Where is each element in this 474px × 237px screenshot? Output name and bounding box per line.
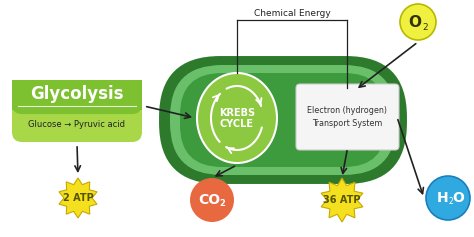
Text: Glycolysis: Glycolysis	[30, 85, 124, 103]
Ellipse shape	[197, 73, 277, 163]
Text: O: O	[452, 191, 464, 205]
Text: Transport System: Transport System	[312, 118, 383, 128]
Ellipse shape	[190, 178, 234, 222]
FancyBboxPatch shape	[12, 80, 142, 110]
FancyBboxPatch shape	[180, 73, 386, 167]
Ellipse shape	[400, 4, 436, 40]
FancyBboxPatch shape	[12, 80, 142, 142]
FancyBboxPatch shape	[296, 84, 399, 150]
Text: 36 ATP: 36 ATP	[323, 195, 361, 205]
Text: KREBS: KREBS	[219, 108, 255, 118]
Ellipse shape	[426, 176, 470, 220]
Text: CO: CO	[198, 193, 220, 207]
FancyBboxPatch shape	[158, 55, 408, 185]
Text: CYCLE: CYCLE	[220, 119, 254, 129]
FancyBboxPatch shape	[12, 80, 142, 114]
Text: O: O	[409, 14, 421, 29]
Text: 2: 2	[448, 197, 453, 206]
Polygon shape	[321, 178, 363, 222]
Polygon shape	[59, 178, 97, 218]
FancyBboxPatch shape	[170, 65, 396, 175]
Text: Chemical Energy: Chemical Energy	[254, 9, 331, 18]
Text: 2: 2	[219, 200, 225, 209]
Text: Glucose → Pyruvic acid: Glucose → Pyruvic acid	[28, 120, 126, 129]
Text: Electron (hydrogen): Electron (hydrogen)	[308, 105, 388, 114]
Text: 2 ATP: 2 ATP	[63, 193, 93, 203]
Text: H: H	[437, 191, 449, 205]
Text: 2: 2	[422, 23, 428, 32]
